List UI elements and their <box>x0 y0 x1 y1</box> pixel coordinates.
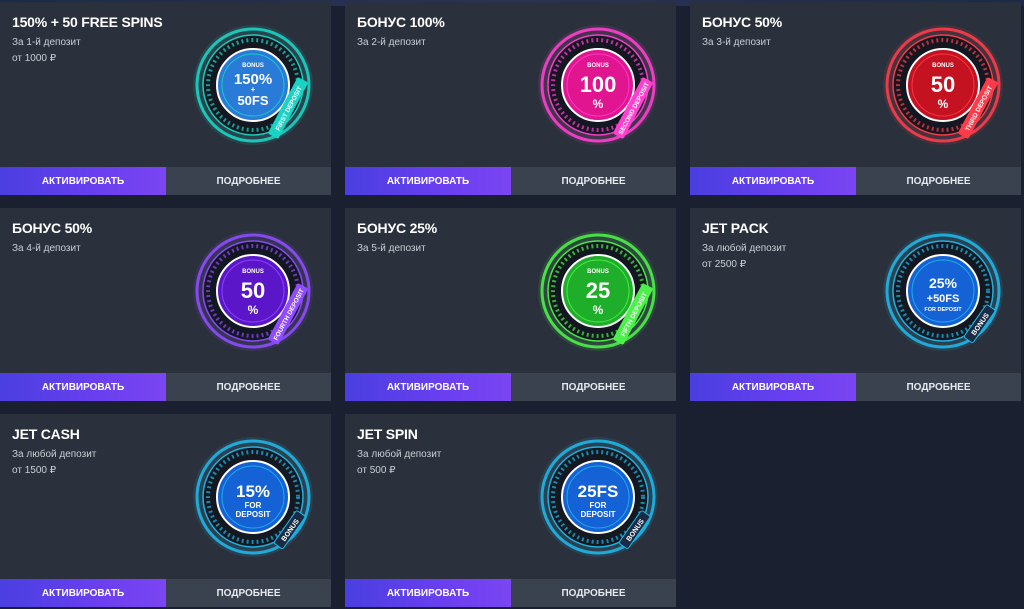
card-subtitle: За 5-й депозит <box>357 241 426 257</box>
card-title: БОНУС 50% <box>702 14 782 30</box>
card-actions: АКТИВИРОВАТЬ ПОДРОБНЕЕ <box>690 373 1021 401</box>
svg-text:+50FS: +50FS <box>927 293 960 305</box>
activate-button[interactable]: АКТИВИРОВАТЬ <box>345 579 511 607</box>
activate-button[interactable]: АКТИВИРОВАТЬ <box>345 373 511 401</box>
details-button[interactable]: ПОДРОБНЕЕ <box>166 373 331 401</box>
svg-text:FOR: FOR <box>245 501 262 510</box>
svg-text:%: % <box>593 97 604 111</box>
svg-text:15%: 15% <box>236 482 270 501</box>
svg-text:BONUS: BONUS <box>587 63 609 69</box>
svg-text:%: % <box>938 97 949 111</box>
deposit-condition: За любой депозит <box>357 449 442 460</box>
activate-button[interactable]: АКТИВИРОВАТЬ <box>690 167 856 195</box>
card-subtitle: За любой депозит от 500 ₽ <box>357 447 441 479</box>
bonus-card: JET PACK За любой депозит от 2500 ₽ 25% +… <box>690 208 1021 401</box>
deposit-condition: За 1-й депозит <box>12 37 81 48</box>
details-button[interactable]: ПОДРОБНЕЕ <box>856 167 1021 195</box>
bonus-card: БОНУС 25% За 5-й депозит BONUS 25% FIFTH D… <box>345 208 676 401</box>
bonus-badge-image: BONUS 50% FOURTH DEPOSIT <box>190 228 316 354</box>
bonus-badge-image: BONUS 100% SECOND DEPOSIT <box>535 22 661 148</box>
activate-button[interactable]: АКТИВИРОВАТЬ <box>345 167 511 195</box>
card-subtitle: За любой депозит от 2500 ₽ <box>702 241 786 273</box>
bonus-badge-image: 15% FOR DEPOSIT BONUS <box>190 434 316 560</box>
card-subtitle: За 3-й депозит <box>702 35 771 51</box>
card-title: БОНУС 50% <box>12 220 92 236</box>
activate-button[interactable]: АКТИВИРОВАТЬ <box>690 373 856 401</box>
bonus-card: 150% + 50 FREE SPINS За 1-й депозит от 1… <box>0 2 331 195</box>
bonus-badge-image: BONUS 50% THIRD DEPOSIT <box>880 22 1006 148</box>
details-button[interactable]: ПОДРОБНЕЕ <box>511 579 676 607</box>
deposit-condition: За 3-й депозит <box>702 37 771 48</box>
deposit-condition: За 5-й депозит <box>357 243 426 254</box>
svg-text:FOR: FOR <box>590 501 607 510</box>
svg-text:50: 50 <box>931 72 955 97</box>
svg-text:BONUS: BONUS <box>932 63 954 69</box>
card-title: БОНУС 25% <box>357 220 437 236</box>
svg-text:%: % <box>248 303 259 317</box>
svg-text:FOR DEPOSIT: FOR DEPOSIT <box>924 307 962 313</box>
card-actions: АКТИВИРОВАТЬ ПОДРОБНЕЕ <box>690 167 1021 195</box>
min-deposit: от 1500 ₽ <box>12 465 57 476</box>
deposit-condition: За 4-й депозит <box>12 243 81 254</box>
card-actions: АКТИВИРОВАТЬ ПОДРОБНЕЕ <box>0 167 331 195</box>
card-actions: АКТИВИРОВАТЬ ПОДРОБНЕЕ <box>0 373 331 401</box>
svg-text:50FS: 50FS <box>237 93 268 108</box>
deposit-condition: За любой депозит <box>12 449 97 460</box>
details-button[interactable]: ПОДРОБНЕЕ <box>511 373 676 401</box>
bonus-card: БОНУС 50% За 3-й депозит BONUS 50% THIRD D… <box>690 2 1021 195</box>
card-title: JET PACK <box>702 220 769 236</box>
bonus-badge-image: 25FS FOR DEPOSIT BONUS <box>535 434 661 560</box>
svg-text:25FS: 25FS <box>578 482 619 501</box>
bonus-badge-image: BONUS 150% +50FS FIRST DEPOSIT <box>190 22 316 148</box>
card-actions: АКТИВИРОВАТЬ ПОДРОБНЕЕ <box>345 167 676 195</box>
deposit-condition: За любой депозит <box>702 243 787 254</box>
card-subtitle: За 1-й депозит от 1000 ₽ <box>12 35 81 67</box>
svg-text:DEPOSIT: DEPOSIT <box>235 510 270 519</box>
activate-button[interactable]: АКТИВИРОВАТЬ <box>0 373 166 401</box>
card-title: JET CASH <box>12 426 80 442</box>
svg-text:BONUS: BONUS <box>587 269 609 275</box>
card-subtitle: За 4-й депозит <box>12 241 81 257</box>
details-button[interactable]: ПОДРОБНЕЕ <box>856 373 1021 401</box>
min-deposit: от 1000 ₽ <box>12 53 57 64</box>
svg-text:DEPOSIT: DEPOSIT <box>580 510 615 519</box>
deposit-condition: За 2-й депозит <box>357 37 426 48</box>
activate-button[interactable]: АКТИВИРОВАТЬ <box>0 579 166 607</box>
min-deposit: от 500 ₽ <box>357 465 396 476</box>
card-title: БОНУС 100% <box>357 14 445 30</box>
card-actions: АКТИВИРОВАТЬ ПОДРОБНЕЕ <box>345 579 676 607</box>
bonus-card: БОНУС 100% За 2-й депозит BONUS 100% SECON… <box>345 2 676 195</box>
bonus-card: БОНУС 50% За 4-й депозит BONUS 50% FOURTH … <box>0 208 331 401</box>
svg-text:BONUS: BONUS <box>242 269 264 275</box>
card-actions: АКТИВИРОВАТЬ ПОДРОБНЕЕ <box>0 579 331 607</box>
bonus-badge-image: BONUS 25% FIFTH DEPOSIT <box>535 228 661 354</box>
card-subtitle: За любой депозит от 1500 ₽ <box>12 447 96 479</box>
svg-text:+: + <box>251 85 256 94</box>
min-deposit: от 2500 ₽ <box>702 259 747 270</box>
card-subtitle: За 2-й депозит <box>357 35 426 51</box>
svg-text:100: 100 <box>580 72 617 97</box>
svg-text:25: 25 <box>586 278 610 303</box>
svg-text:25%: 25% <box>929 275 958 291</box>
card-title: JET SPIN <box>357 426 418 442</box>
details-button[interactable]: ПОДРОБНЕЕ <box>511 167 676 195</box>
activate-button[interactable]: АКТИВИРОВАТЬ <box>0 167 166 195</box>
card-title: 150% + 50 FREE SPINS <box>12 14 163 30</box>
svg-text:150%: 150% <box>234 71 272 88</box>
bonus-card: JET CASH За любой депозит от 1500 ₽ 15% F… <box>0 414 331 607</box>
details-button[interactable]: ПОДРОБНЕЕ <box>166 579 331 607</box>
bonus-card: JET SPIN За любой депозит от 500 ₽ 25FS F… <box>345 414 676 607</box>
details-button[interactable]: ПОДРОБНЕЕ <box>166 167 331 195</box>
svg-text:%: % <box>593 303 604 317</box>
card-actions: АКТИВИРОВАТЬ ПОДРОБНЕЕ <box>345 373 676 401</box>
svg-text:50: 50 <box>241 278 265 303</box>
svg-text:BONUS: BONUS <box>242 63 264 69</box>
bonus-badge-image: 25% +50FS FOR DEPOSIT BONUS <box>880 228 1006 354</box>
